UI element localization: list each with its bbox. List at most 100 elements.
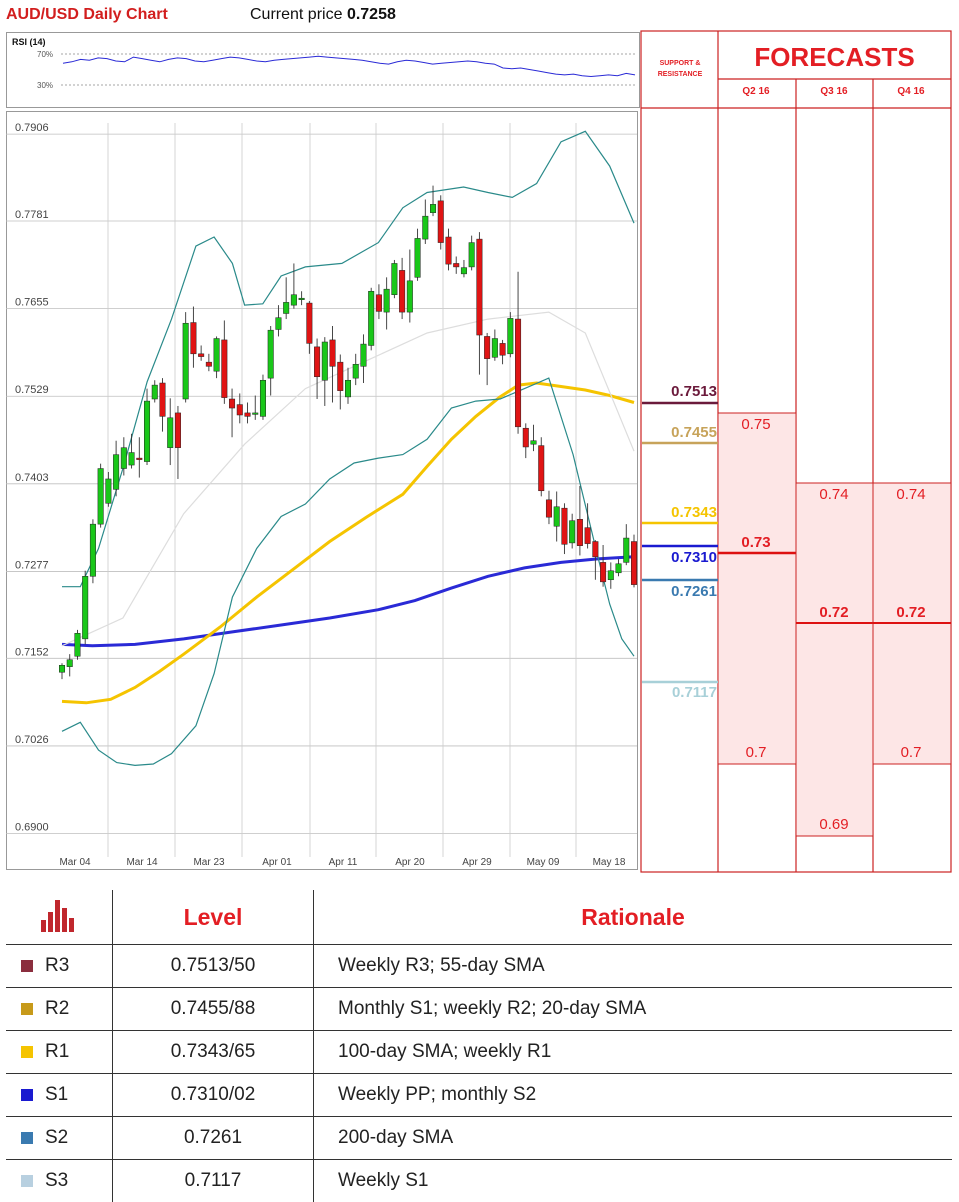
x-tick-label: Mar 04: [59, 857, 91, 868]
candle: [531, 441, 537, 444]
candle: [423, 216, 429, 239]
candle: [113, 455, 119, 490]
sr-level-r1: 0.7343: [640, 504, 719, 521]
level-column-header: Level: [113, 890, 314, 945]
candle: [453, 263, 459, 266]
candle: [106, 479, 112, 503]
candle: [260, 380, 266, 416]
quarter-q4-header: Q4 16: [873, 86, 949, 97]
candle: [167, 418, 173, 448]
level-name: R1: [45, 1041, 69, 1062]
x-tick-label: May 09: [527, 857, 560, 868]
candle: [214, 339, 220, 372]
candle: [523, 428, 529, 447]
candle: [206, 362, 212, 366]
x-tick-label: Apr 11: [329, 857, 358, 868]
candle: [237, 405, 243, 415]
candle: [276, 318, 282, 330]
level-name: R2: [45, 998, 69, 1019]
candle: [368, 291, 374, 345]
s2-color-swatch: [21, 1132, 33, 1144]
candle: [345, 380, 351, 397]
q4-forecast-low: 0.7: [873, 744, 949, 761]
candle: [152, 385, 158, 399]
price-chart-svg: 0.79060.77810.76550.75290.74030.72770.71…: [6, 111, 638, 871]
sr-level-s3: 0.7117: [640, 684, 719, 701]
q3-forecast-high: 0.74: [796, 486, 872, 503]
candle: [515, 319, 521, 427]
table-row: R2 0.7455/88 Monthly S1; weekly R2; 20-d…: [6, 988, 952, 1031]
candle: [438, 201, 444, 243]
candle: [252, 413, 257, 415]
candle: [399, 270, 405, 312]
x-tick-label: Apr 01: [262, 857, 292, 868]
x-tick-label: May 18: [593, 857, 626, 868]
candle: [593, 542, 599, 557]
level-value: 0.7261: [113, 1117, 314, 1160]
candle: [631, 542, 637, 585]
level-value: 0.7310/02: [113, 1074, 314, 1117]
q2-forecast-mid: 0.73: [718, 534, 794, 551]
candle: [198, 354, 204, 357]
level-name-cell: S2: [6, 1117, 113, 1160]
y-tick-label: 0.7906: [15, 122, 49, 134]
candle: [361, 344, 367, 366]
candle: [330, 340, 336, 366]
candle: [299, 298, 305, 300]
candle: [407, 281, 413, 312]
rsi-plot: [7, 33, 639, 107]
candle: [554, 507, 560, 526]
rsi-panel: RSI (14) 70% 30%: [6, 32, 640, 108]
levels-table-wrap: Level Rationale R3 0.7513/50 Weekly R3; …: [6, 890, 952, 1202]
level-rationale: Weekly S1: [314, 1160, 953, 1202]
chart-bar-icon-cell: [6, 890, 113, 945]
candle: [376, 295, 382, 312]
level-value: 0.7455/88: [113, 988, 314, 1031]
levels-table: Level Rationale R3 0.7513/50 Weekly R3; …: [6, 890, 952, 1202]
q4-forecast-high: 0.74: [873, 486, 949, 503]
candle: [129, 453, 135, 466]
candle: [492, 339, 498, 358]
level-value: 0.7117: [113, 1160, 314, 1202]
s3-color-swatch: [21, 1175, 33, 1187]
y-tick-label: 0.7152: [15, 646, 49, 658]
bar-chart-icon: [39, 896, 79, 932]
candle: [98, 469, 104, 525]
r3-color-swatch: [21, 960, 33, 972]
candle: [353, 364, 359, 378]
candle: [469, 243, 475, 267]
sr-level-s2: 0.7261: [640, 583, 719, 600]
candle: [59, 665, 65, 672]
support-resistance-title: SUPPORT & RESISTANCE: [642, 58, 718, 80]
chart-title: AUD/USD Daily Chart: [6, 6, 168, 24]
y-tick-label: 0.7277: [15, 559, 49, 571]
candle: [291, 295, 297, 305]
q2-forecast-high: 0.75: [718, 416, 794, 433]
table-row: R3 0.7513/50 Weekly R3; 55-day SMA: [6, 945, 952, 988]
quarter-q2-header: Q2 16: [718, 86, 794, 97]
level-name-cell: S3: [6, 1160, 113, 1202]
candle: [314, 347, 320, 377]
candle: [245, 413, 251, 416]
candle: [608, 571, 614, 580]
current-price-value: 0.7258: [347, 6, 396, 23]
candle: [283, 302, 289, 313]
current-price-label: Current price 0.7258: [250, 6, 396, 24]
candle: [538, 446, 544, 491]
candle: [430, 204, 436, 212]
table-row: S1 0.7310/02 Weekly PP; monthly S2: [6, 1074, 952, 1117]
candle: [616, 564, 622, 573]
candle: [384, 289, 390, 312]
level-name: S2: [45, 1127, 68, 1148]
candle: [446, 237, 452, 264]
level-name: S1: [45, 1084, 68, 1105]
y-tick-label: 0.7529: [15, 384, 49, 396]
candle: [75, 633, 81, 656]
candle: [160, 383, 166, 416]
candle: [82, 576, 88, 639]
level-rationale: 100-day SMA; weekly R1: [314, 1031, 953, 1074]
table-row: R1 0.7343/65 100-day SMA; weekly R1: [6, 1031, 952, 1074]
candle: [461, 268, 467, 274]
x-tick-label: Mar 14: [126, 857, 158, 868]
